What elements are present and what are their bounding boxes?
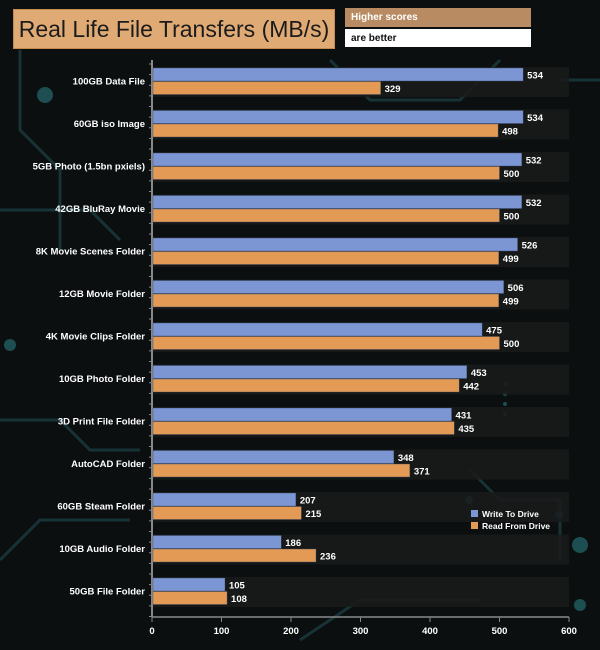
- write-bar: [152, 152, 522, 167]
- x-tick-label: 300: [353, 626, 369, 637]
- write-bar: [152, 110, 524, 124]
- read-value-label: 236: [320, 552, 336, 563]
- read-bar: [152, 81, 381, 95]
- read-bar: [152, 293, 500, 308]
- write-value-label: 526: [522, 241, 538, 252]
- write-value-label: 186: [285, 538, 301, 549]
- chart-title: Real Life File Transfers (MB/s): [18, 15, 330, 42]
- read-value-label: 442: [463, 382, 479, 393]
- read-bar: [152, 378, 460, 393]
- read-bar: [152, 251, 500, 265]
- write-value-label: 532: [526, 156, 542, 167]
- read-bar: [152, 336, 500, 350]
- legend-label-write: Write To Drive: [482, 509, 539, 519]
- write-bar: [152, 365, 468, 379]
- write-bar: [152, 535, 282, 549]
- category-label: 10GB Audio Folder: [59, 544, 145, 555]
- x-tick-label: 0: [149, 626, 154, 637]
- category-label: 100GB Data File: [73, 77, 145, 88]
- write-bar: [152, 450, 395, 464]
- read-bar: [152, 463, 411, 478]
- write-bar: [152, 280, 504, 294]
- write-bar: [152, 195, 522, 209]
- write-value-label: 532: [526, 198, 542, 209]
- bar-chart: 100GB Data File 534 329 60GB iso Image 534 49…: [33, 60, 577, 637]
- category-label: 10GB Photo Folder: [59, 374, 145, 385]
- x-tick-label: 600: [561, 626, 577, 637]
- read-value-label: 435: [458, 424, 475, 435]
- category-label: 8K Movie Scenes Folder: [36, 247, 146, 258]
- legend-swatch-read: [471, 522, 478, 529]
- write-bar: [152, 67, 524, 82]
- x-tick-label: 500: [492, 626, 508, 637]
- category-label: 42GB BluRay Movie: [55, 204, 145, 215]
- write-value-label: 431: [456, 411, 473, 422]
- read-value-label: 500: [504, 169, 520, 180]
- read-value-label: 499: [503, 297, 519, 308]
- category-label: 12GB Movie Folder: [59, 289, 145, 300]
- write-value-label: 534: [527, 71, 544, 82]
- write-bar: [152, 492, 297, 507]
- read-value-label: 108: [231, 594, 247, 605]
- read-bar: [152, 591, 228, 605]
- category-label: 4K Movie Clips Folder: [46, 332, 146, 343]
- write-value-label: 534: [527, 113, 544, 124]
- read-bar: [152, 123, 499, 138]
- category-label: 5GB Photo (1.5bn pxiels): [33, 162, 145, 173]
- read-bar: [152, 421, 455, 435]
- read-value-label: 371: [414, 467, 431, 478]
- category-label: 50GB File Folder: [70, 587, 146, 598]
- category-label: 60GB iso Image: [74, 119, 145, 130]
- read-value-label: 499: [503, 254, 519, 265]
- note-higher-scores: Higher scores: [345, 8, 531, 27]
- write-bar: [152, 322, 483, 337]
- write-value-label: 475: [486, 326, 503, 337]
- legend-swatch-write: [471, 510, 478, 517]
- read-value-label: 215: [305, 509, 322, 520]
- read-value-label: 498: [502, 127, 518, 138]
- write-value-label: 453: [471, 368, 487, 379]
- write-value-label: 348: [398, 453, 414, 464]
- read-value-label: 329: [385, 84, 401, 95]
- read-bar: [152, 166, 500, 180]
- write-value-label: 207: [300, 496, 316, 507]
- category-label: 60GB Steam Folder: [57, 502, 145, 513]
- category-label: AutoCAD Folder: [71, 459, 145, 470]
- read-value-label: 500: [504, 212, 520, 223]
- x-tick-label: 200: [283, 626, 299, 637]
- read-value-label: 500: [504, 339, 520, 350]
- x-tick-label: 400: [422, 626, 438, 637]
- chart-title-box: Real Life File Transfers (MB/s): [13, 9, 335, 49]
- read-bar: [152, 548, 317, 563]
- write-bar: [152, 577, 226, 592]
- x-tick-label: 100: [214, 626, 230, 637]
- write-value-label: 506: [508, 283, 524, 294]
- legend-label-read: Read From Drive: [482, 521, 550, 531]
- write-bar: [152, 237, 518, 252]
- write-value-label: 105: [229, 581, 246, 592]
- read-bar: [152, 506, 302, 520]
- note-are-better: are better: [345, 29, 531, 47]
- read-bar: [152, 208, 500, 223]
- write-bar: [152, 407, 452, 422]
- category-label: 3D Print File Folder: [58, 417, 145, 428]
